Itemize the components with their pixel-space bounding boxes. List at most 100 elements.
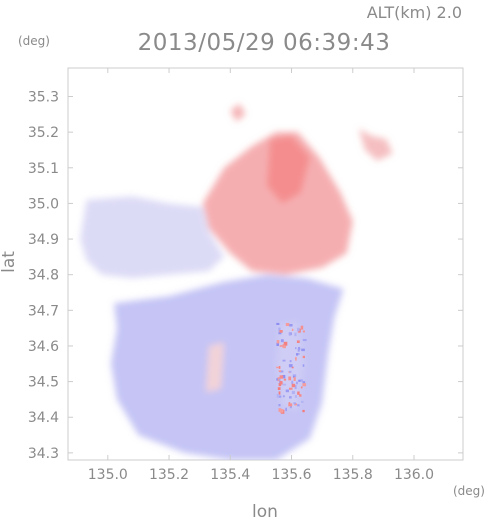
y-tick-label: 35.2 (28, 125, 59, 141)
speckle-point (291, 383, 296, 388)
speckle-point (289, 396, 292, 399)
speckle-point (292, 374, 297, 378)
speckle-point (300, 386, 303, 389)
speckle-point (279, 345, 284, 347)
speckle-point (276, 393, 279, 398)
speckle-point (300, 379, 303, 382)
speckle-point (296, 353, 299, 356)
speckle-point (293, 375, 295, 378)
speckle-point (285, 389, 289, 393)
region-northwest-patch (230, 103, 246, 122)
x-tick-label: 135.0 (88, 467, 128, 483)
speckle-point (279, 409, 284, 413)
y-axis-ticks: 34.3 34.4 34.5 34.6 34.7 34.8 34.9 35.0 35.1 35.2… (28, 90, 463, 462)
speckle-point (302, 381, 306, 384)
speckle-point (293, 402, 296, 405)
region-west-approaching (80, 196, 225, 279)
speckle-point (302, 355, 305, 359)
speckle-point (302, 339, 307, 342)
speckle-point (291, 366, 294, 369)
speckle-point (285, 407, 287, 412)
speckle-point (297, 404, 300, 407)
region-north-receding (202, 132, 353, 275)
y-tick-label: 35.3 (28, 90, 59, 106)
speckle-point (280, 339, 284, 343)
speckle-point (282, 359, 286, 362)
speckle-point (288, 402, 291, 405)
speckle-point (278, 331, 282, 335)
region-south-approaching (110, 274, 344, 460)
x-axis-ticks: 135.0 135.2 135.4 135.6 135.8 136.0 (88, 68, 434, 483)
speckle-point (279, 370, 284, 373)
speckle-point (278, 366, 281, 369)
speckle-point (301, 348, 305, 352)
speckle-point (276, 342, 279, 346)
speckle-point (288, 324, 293, 327)
speckle-point (278, 404, 281, 407)
region-north-receding-core (267, 135, 310, 204)
velocity-field (80, 103, 393, 460)
speckle-point (276, 340, 280, 344)
speckle-point (293, 377, 296, 381)
speckle-point (297, 327, 300, 332)
speckle-point (294, 395, 297, 398)
speckle-point (288, 403, 293, 407)
x-tick-label: 135.4 (210, 467, 250, 483)
speckle-point (278, 327, 281, 332)
speckle-point (301, 400, 304, 403)
speckle-point (282, 395, 285, 398)
speckle-point (282, 345, 286, 349)
y-tick-label: 35.0 (28, 196, 59, 212)
speckle-point (296, 381, 298, 385)
region-south-streaks (205, 342, 225, 393)
speckle-point (282, 375, 286, 379)
y-tick-label: 35.1 (28, 161, 59, 177)
x-unit-label: (deg) (453, 484, 485, 498)
speckle-point (289, 405, 292, 409)
speckle-point (278, 391, 281, 395)
speckle-point (302, 383, 307, 387)
speckle-point (288, 376, 292, 381)
speckle-point (283, 341, 288, 346)
speckle-point (291, 390, 295, 395)
x-tick-label: 136.0 (394, 467, 434, 483)
speckle-point (279, 330, 283, 333)
speckle-point (288, 333, 291, 336)
speckle-point (294, 332, 297, 337)
x-tick-label: 135.2 (149, 467, 189, 483)
speckle-point (291, 380, 294, 385)
speckle-point (289, 370, 292, 373)
x-tick-label: 135.6 (271, 467, 311, 483)
y-tick-label: 34.9 (28, 232, 59, 248)
y-axis-label: lat (0, 251, 19, 273)
x-axis-label: lon (252, 502, 278, 521)
speckle-point (302, 330, 305, 333)
altitude-label: ALT(km) 2.0 (367, 3, 462, 22)
y-tick-label: 34.8 (28, 268, 59, 284)
speckle-point (278, 378, 281, 381)
speckle-point (294, 403, 297, 406)
y-unit-label: (deg) (18, 34, 50, 48)
y-tick-label: 34.7 (28, 303, 59, 319)
speckle-point (302, 409, 305, 413)
speckle-point (299, 394, 302, 397)
region-northeast-patch (358, 128, 393, 161)
speckle-point (289, 387, 293, 390)
y-tick-label: 34.5 (28, 375, 59, 391)
speckle-point (302, 364, 305, 367)
speckle-point (298, 379, 301, 382)
velocity-speckles (276, 322, 307, 414)
x-tick-label: 135.8 (333, 467, 373, 483)
y-tick-label: 34.6 (28, 339, 59, 355)
speckle-point (291, 328, 294, 331)
speckle-point (277, 387, 281, 390)
y-tick-label: 34.4 (28, 410, 59, 426)
speckle-point (289, 360, 292, 363)
speckle-point (300, 325, 304, 330)
chart-title-timestamp: 2013/05/29 06:39:43 (138, 30, 391, 56)
speckle-point (295, 347, 297, 350)
y-tick-label: 34.3 (28, 446, 59, 462)
speckle-point (288, 364, 293, 368)
